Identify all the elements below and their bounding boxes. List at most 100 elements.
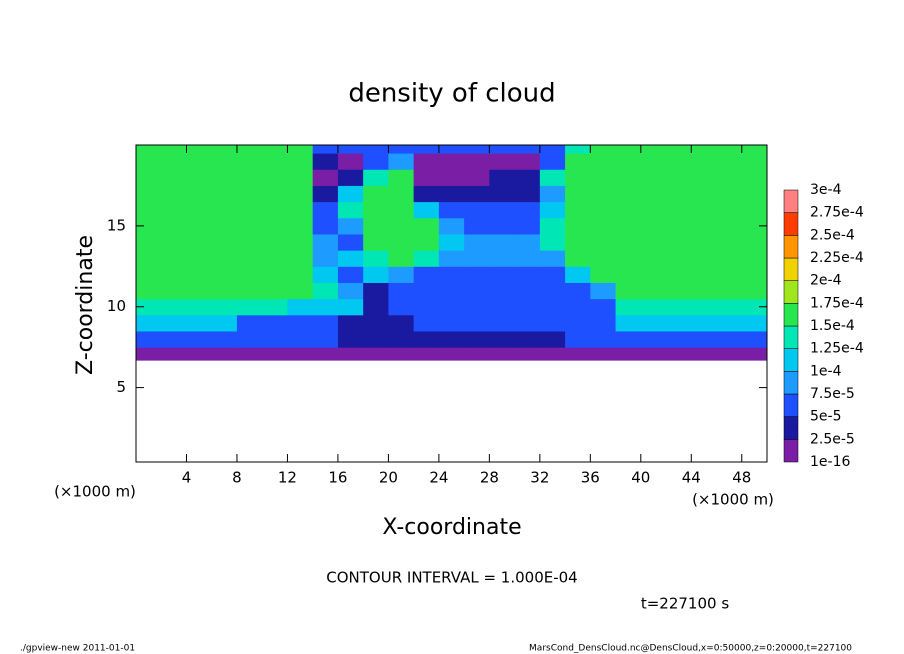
annotation: CONTOUR INTERVAL = 1.000E-04 — [326, 569, 577, 587]
heat-cell — [211, 201, 238, 219]
heat-cell — [539, 282, 566, 300]
colorbar-label: 1.5e-4 — [810, 318, 855, 334]
heat-cell — [741, 233, 767, 251]
heat-cell — [489, 282, 516, 300]
heat-cell — [186, 298, 213, 316]
heat-cell — [363, 347, 389, 361]
heat-cell — [136, 250, 162, 267]
heat-cell — [236, 153, 263, 170]
heat-cell — [337, 217, 364, 235]
heat-cell — [337, 314, 364, 332]
heat-cell — [640, 145, 667, 154]
colorbar-box — [783, 348, 799, 372]
heat-cell — [136, 169, 162, 186]
heat-cell — [489, 217, 516, 235]
heat-cell — [287, 347, 314, 361]
heat-cell — [262, 298, 288, 316]
heat-cell — [262, 330, 288, 348]
x-tick-label: 36 — [581, 469, 600, 487]
heat-cell — [489, 233, 516, 251]
heat-cell — [716, 185, 743, 203]
x-tick-label: 32 — [530, 469, 549, 487]
heat-cell — [161, 298, 187, 316]
heat-cell — [615, 201, 642, 219]
colorbar-box — [783, 212, 799, 236]
heat-cell — [388, 330, 415, 348]
heat-cell — [741, 298, 767, 316]
heat-cell — [539, 314, 566, 332]
heat-cell — [186, 201, 213, 219]
heat-cell — [615, 145, 642, 154]
heat-cell — [236, 250, 263, 267]
heat-cell — [514, 314, 541, 332]
heat-cell — [413, 266, 440, 283]
heat-cell — [312, 153, 339, 170]
heat-cell — [186, 330, 213, 348]
heat-cell — [262, 282, 288, 300]
colorbar-label: 2.5e-4 — [810, 227, 855, 243]
x-unit-label: (×1000 m) — [54, 483, 136, 501]
heat-cell — [464, 250, 490, 267]
heat-cell — [514, 282, 541, 300]
heat-cell — [741, 185, 767, 203]
heat-cell — [413, 330, 440, 348]
footer-left: ./gpview-new 2011-01-01 — [20, 644, 135, 654]
heat-cell — [363, 298, 389, 316]
heat-cell — [565, 266, 591, 283]
heat-cell — [666, 233, 692, 251]
heat-cell — [666, 250, 692, 267]
heat-cell — [691, 201, 718, 219]
heat-cell — [615, 169, 642, 186]
heat-cell — [539, 217, 566, 235]
heat-cell — [716, 201, 743, 219]
x-axis-label: X-coordinate — [382, 515, 521, 540]
heat-cell — [363, 330, 389, 348]
footer-right: MarsCond_DensCloud.nc@DensCloud,x=0:5000… — [529, 644, 852, 654]
heat-cell — [691, 282, 718, 300]
heat-cell — [161, 330, 187, 348]
heat-cell — [236, 298, 263, 316]
heat-cell — [236, 314, 263, 332]
heat-cell — [287, 217, 314, 235]
heat-cell — [388, 282, 415, 300]
heat-cell — [615, 250, 642, 267]
heat-cell — [438, 330, 465, 348]
heat-cell — [464, 314, 490, 332]
heat-cell — [640, 153, 667, 170]
colorbar-label: 2.75e-4 — [810, 205, 864, 221]
heat-cell — [489, 314, 516, 332]
heat-cell — [741, 153, 767, 170]
heat-cell — [388, 217, 415, 235]
colorbar-box — [783, 371, 799, 395]
colorbar-box — [783, 416, 799, 440]
heat-cell — [514, 153, 541, 170]
heat-cell — [590, 153, 617, 170]
heat-cell — [716, 217, 743, 235]
heat-cell — [312, 282, 339, 300]
heat-cell — [287, 282, 314, 300]
x-tick-label: 44 — [682, 469, 701, 487]
heat-cell — [211, 266, 238, 283]
heat-cell — [287, 185, 314, 203]
heat-cell — [236, 233, 263, 251]
heat-cell — [388, 169, 415, 186]
heat-cell — [464, 169, 490, 186]
colorbar-label: 2e-4 — [810, 273, 842, 289]
heat-cell — [539, 169, 566, 186]
heat-cell — [161, 145, 187, 154]
heat-cell — [388, 250, 415, 267]
heat-cell — [464, 266, 490, 283]
heat-cell — [211, 233, 238, 251]
heat-cell — [489, 169, 516, 186]
heat-cell — [464, 145, 490, 154]
heat-cell — [211, 250, 238, 267]
colorbar-box — [783, 280, 799, 304]
heat-cell — [236, 217, 263, 235]
heat-cell — [716, 250, 743, 267]
heat-cell — [236, 330, 263, 348]
heat-cell — [337, 145, 364, 154]
heat-cell — [514, 169, 541, 186]
heat-cell — [413, 169, 440, 186]
heat-cell — [691, 217, 718, 235]
